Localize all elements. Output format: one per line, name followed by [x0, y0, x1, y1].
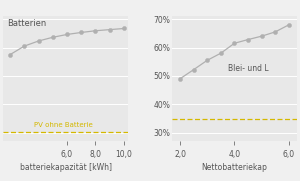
Text: PV ohne Batterie: PV ohne Batterie — [34, 122, 93, 128]
X-axis label: batteriekapazität [kWh]: batteriekapazität [kWh] — [20, 163, 112, 172]
Text: Batterien: Batterien — [7, 19, 46, 28]
Text: Blei- und L: Blei- und L — [228, 64, 269, 73]
X-axis label: Nettobatteriekap: Nettobatteriekap — [202, 163, 267, 172]
